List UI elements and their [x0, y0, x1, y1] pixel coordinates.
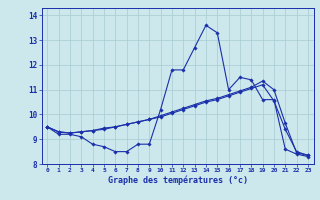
X-axis label: Graphe des températures (°c): Graphe des températures (°c) [108, 176, 248, 185]
